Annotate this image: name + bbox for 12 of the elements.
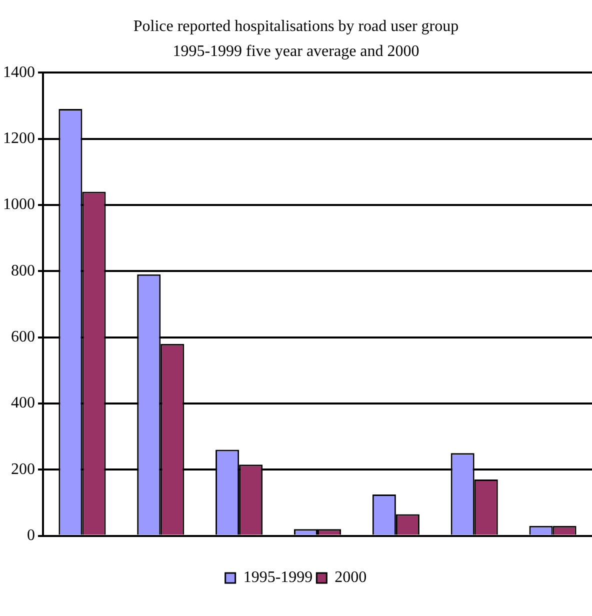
y-tick-label: 800 [11, 262, 35, 280]
legend-label: 1995-1999 [243, 569, 313, 586]
y-tick-label: 0 [27, 527, 35, 544]
legend-label: 2000 [334, 569, 367, 586]
y-tick-label: 1400 [3, 64, 35, 81]
chart-subtitle: 1995-1999 five year average and 2000 [172, 42, 420, 62]
chart-title: Police reported hospitalisations by road user group [132, 17, 460, 37]
y-tick-label: 1200 [3, 130, 35, 147]
y-tick-label: 200 [11, 460, 35, 478]
y-tick-label: 600 [11, 328, 35, 346]
y-tick-label: 1000 [3, 196, 35, 214]
y-tick-label: 400 [11, 394, 35, 412]
